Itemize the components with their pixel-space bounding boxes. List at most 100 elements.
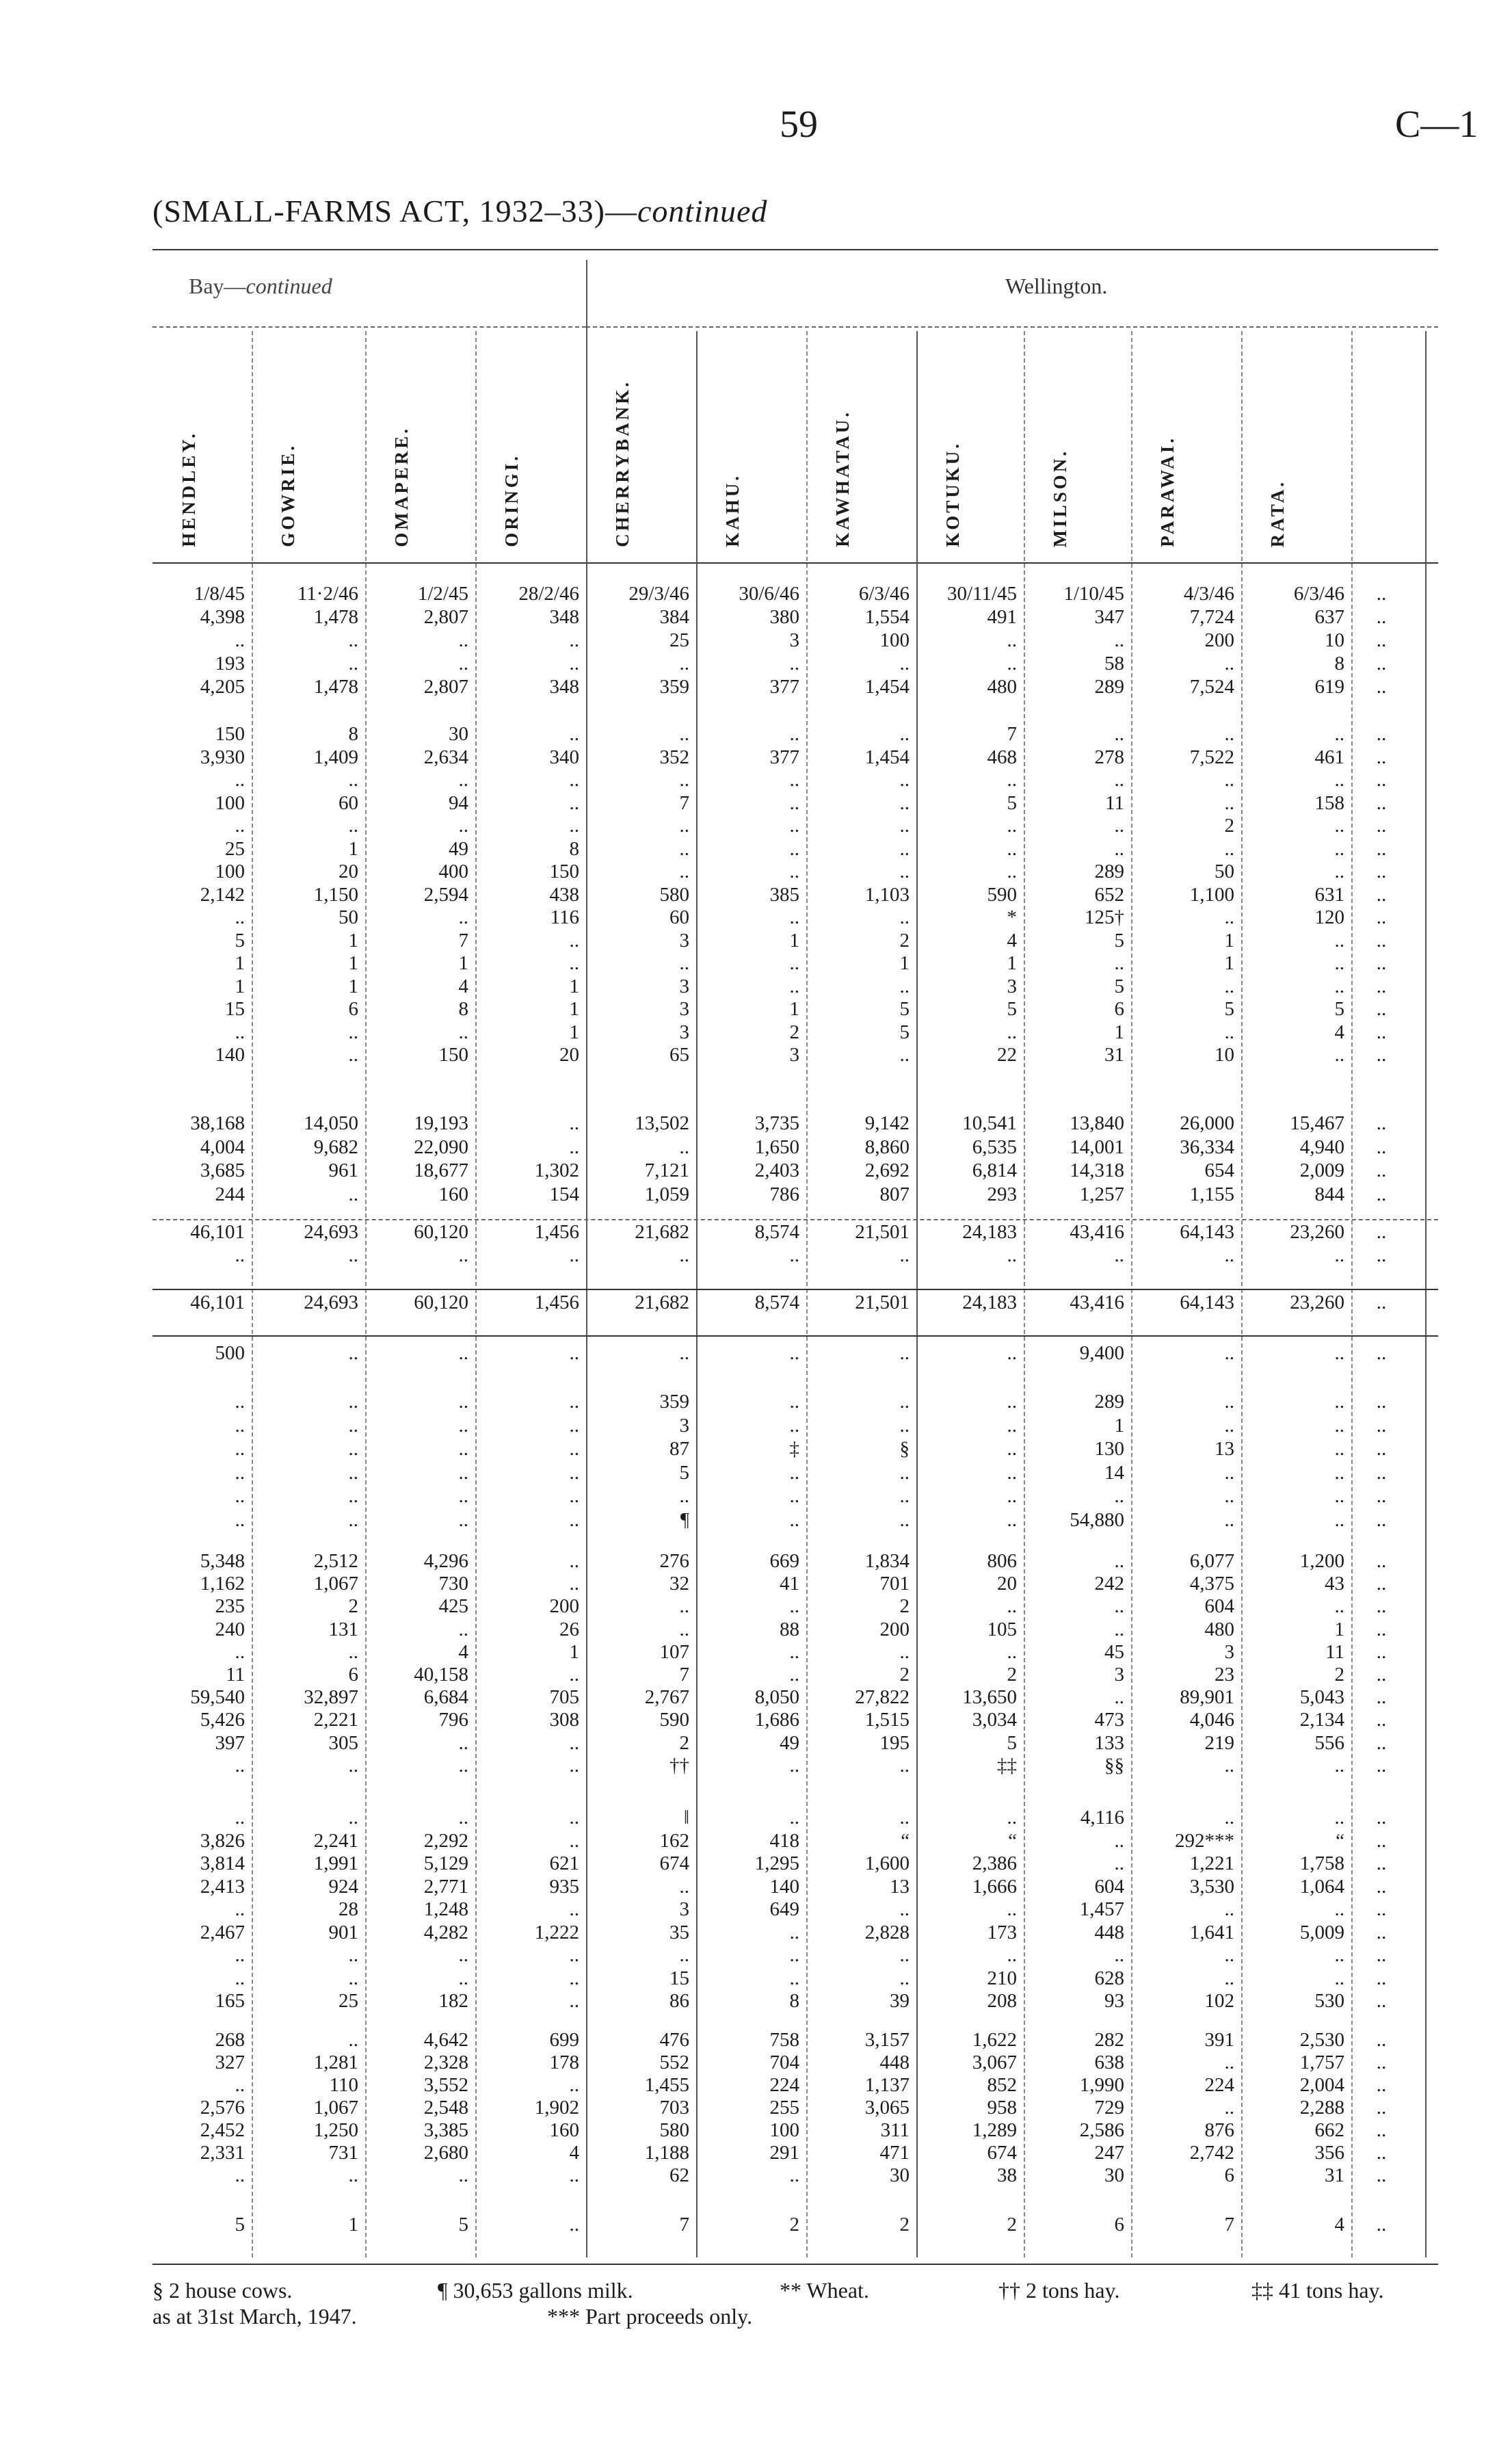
table-row: 1,162 1,067 730.. 32 41 701 20 242 4,375 43.. — [0, 1573, 1512, 1595]
table-cell: .. — [1114, 1686, 1125, 1709]
column-divider — [475, 331, 477, 2257]
table-cell: 24,693 — [304, 1292, 358, 1313]
table-cell: .. — [569, 1391, 580, 1413]
table-row: ........ 25 3 100.... 200 10.. — [0, 629, 1512, 652]
table-cell: .. — [458, 1391, 469, 1413]
table-cell: .. — [1334, 1898, 1345, 1920]
table-cell: .. — [458, 1731, 469, 1754]
table-cell: 1,454 — [864, 746, 910, 768]
table-cell: .. — [235, 1438, 246, 1460]
table-cell: 43 — [1325, 1573, 1344, 1595]
table-cell: 327 — [215, 2052, 246, 2073]
table-cell: .. — [1376, 929, 1387, 952]
table-cell: .. — [1376, 1709, 1387, 1731]
table-cell: .. — [1007, 1640, 1018, 1663]
table-cell: .. — [1376, 1967, 1387, 1989]
table-cell: .. — [1376, 883, 1387, 906]
table-row: 2,142 1,150 2,594 438 580 385 1,103 590 652 1,100… — [0, 884, 1512, 906]
table-cell: 28 — [339, 1898, 358, 1920]
table-cell: 1,991 — [313, 1852, 358, 1874]
table-row: 1 1 4 1 3.... 3 5...... — [0, 975, 1512, 998]
table-cell: .. — [1007, 1021, 1018, 1043]
table-cell: .. — [899, 769, 910, 791]
table-cell: .. — [1334, 929, 1345, 952]
table-cell: .. — [679, 769, 690, 791]
table-cell: .. — [569, 2214, 580, 2236]
table-cell: .. — [1376, 2164, 1387, 2186]
table-cell: .. — [1376, 1664, 1387, 1686]
table-cell: 731 — [328, 2142, 359, 2164]
table-cell: .. — [235, 1944, 246, 1966]
table-cell: 140 — [769, 1875, 800, 1898]
table-row: 5 1 5.. 7 2 2 2 6 7 4.. — [0, 2214, 1512, 2236]
column-header-label: PARAWAI. — [1157, 436, 1178, 547]
table-row: ........ ¶...... 54,880...... — [0, 1509, 1512, 1532]
table-cell: 1/2/45 — [417, 583, 468, 605]
table-cell: ‖ — [683, 1807, 689, 1829]
table-cell: 730 — [438, 1573, 469, 1595]
table-cell: 468 — [987, 746, 1018, 768]
table-cell: 1,200 — [1299, 1550, 1344, 1572]
table-cell: .. — [1334, 1944, 1345, 1966]
table-cell: 200 — [549, 1595, 580, 1618]
table-cell: 9,400 — [1079, 1342, 1124, 1364]
table-cell: 604 — [1094, 1875, 1125, 1898]
table-row: 397 305.... 2 49 195 5 133 219 556.. — [0, 1732, 1512, 1755]
table-cell: .. — [569, 2164, 580, 2186]
table-cell: .. — [235, 1461, 246, 1484]
table-cell: 15 — [669, 1967, 689, 1989]
table-cell: .. — [569, 1112, 580, 1134]
table-row: 4,004 9,682 22,090.... 1,650 8,860 6,535 14,00… — [0, 1136, 1512, 1159]
table-cell: .. — [235, 1898, 246, 1920]
table-row: ........ 62.. 30 38 30 6 31.. — [0, 2164, 1512, 2187]
table-cell: 637 — [1314, 606, 1345, 628]
table-row: ........ ††.... ‡‡ §§...... — [0, 1755, 1512, 1777]
table-cell: 224 — [769, 2074, 800, 2096]
table-cell: 2 — [1334, 1664, 1345, 1686]
table-cell: .. — [1376, 837, 1387, 860]
table-cell: .. — [569, 1829, 580, 1852]
column-header: ORINGI. — [501, 342, 522, 547]
table-cell: .. — [348, 1021, 359, 1043]
table-cell: 2 — [679, 1731, 690, 1754]
table-cell: .. — [789, 975, 800, 997]
table-cell: 165 — [215, 1990, 246, 2012]
table-cell: 24,183 — [962, 1221, 1017, 1243]
table-cell: 3 — [1114, 1664, 1125, 1686]
table-cell: 3,735 — [754, 1112, 799, 1134]
table-cell: 705 — [549, 1686, 580, 1709]
table-cell: 10 — [1325, 629, 1344, 651]
table-cell: 32,897 — [304, 1686, 358, 1709]
table-cell: 93 — [1104, 1990, 1124, 2012]
table-row: 1/8/45 11·2/46 1/2/45 28/2/46 29/3/46 30/6/46… — [0, 583, 1512, 605]
table-cell: 1,103 — [864, 883, 910, 906]
table-cell: .. — [1224, 975, 1235, 997]
table-cell: .. — [789, 1461, 800, 1484]
table-cell: 1 — [235, 952, 246, 974]
table-cell: 3 — [679, 998, 690, 1020]
table-cell: 924 — [328, 1875, 359, 1898]
table-row: ........................ — [0, 1944, 1512, 1967]
table-cell: 649 — [769, 1898, 800, 1920]
table-cell: 25 — [225, 837, 245, 860]
table-cell: 26,000 — [1180, 1112, 1234, 1134]
table-cell: 3 — [679, 929, 690, 952]
table-cell: 2 — [1224, 815, 1235, 837]
table-cell: 699 — [549, 2029, 580, 2051]
table-cell: .. — [679, 1342, 690, 1364]
table-cell: 1,248 — [423, 1898, 468, 1920]
table-cell: .. — [1376, 1944, 1387, 1966]
table-cell: 3,826 — [200, 1829, 245, 1852]
table-row: .. 28 1,248.. 3 649.... 1,457...... — [0, 1898, 1512, 1921]
table-cell: 2,807 — [423, 676, 468, 698]
table-cell: “ — [901, 1829, 910, 1852]
table-cell: .. — [899, 837, 910, 860]
table-cell: .. — [569, 1807, 580, 1829]
table-cell: 60 — [669, 906, 689, 928]
table-cell: .. — [899, 791, 910, 814]
table-cell: 8,574 — [754, 1221, 799, 1243]
table-cell: 3 — [1224, 1640, 1235, 1663]
table-cell: 2,634 — [423, 746, 468, 768]
table-cell: .. — [1376, 998, 1387, 1020]
table-cell: 21,682 — [635, 1292, 689, 1313]
